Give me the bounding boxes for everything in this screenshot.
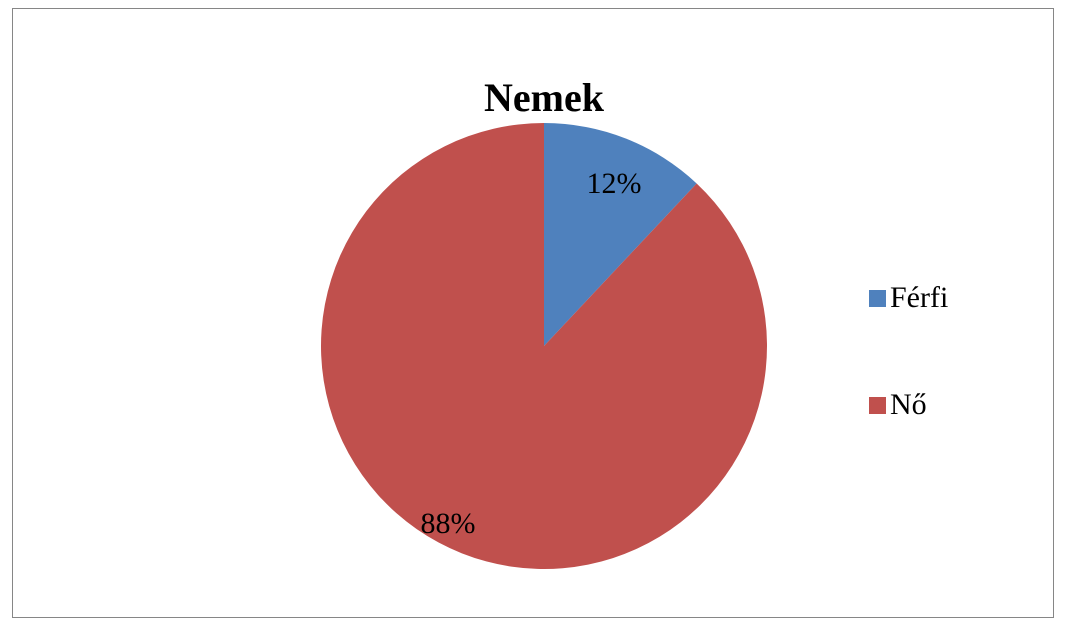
legend-swatch-no bbox=[869, 396, 886, 414]
chart-title: Nemek bbox=[484, 75, 604, 120]
pie-chart: 12% 88% bbox=[320, 123, 767, 570]
legend-label-no: Nő bbox=[890, 388, 927, 421]
pie-slice-no bbox=[320, 123, 767, 570]
data-label-no: 88% bbox=[421, 507, 476, 540]
legend-item-no: Nő bbox=[869, 387, 948, 423]
pie-slice-ferfi bbox=[544, 123, 697, 346]
legend: Férfi Nő bbox=[869, 280, 948, 494]
legend-label-ferfi: Férfi bbox=[890, 281, 949, 314]
legend-item-ferfi: Férfi bbox=[869, 280, 948, 316]
legend-swatch-ferfi bbox=[869, 289, 886, 307]
data-label-ferfi: 12% bbox=[587, 167, 642, 200]
